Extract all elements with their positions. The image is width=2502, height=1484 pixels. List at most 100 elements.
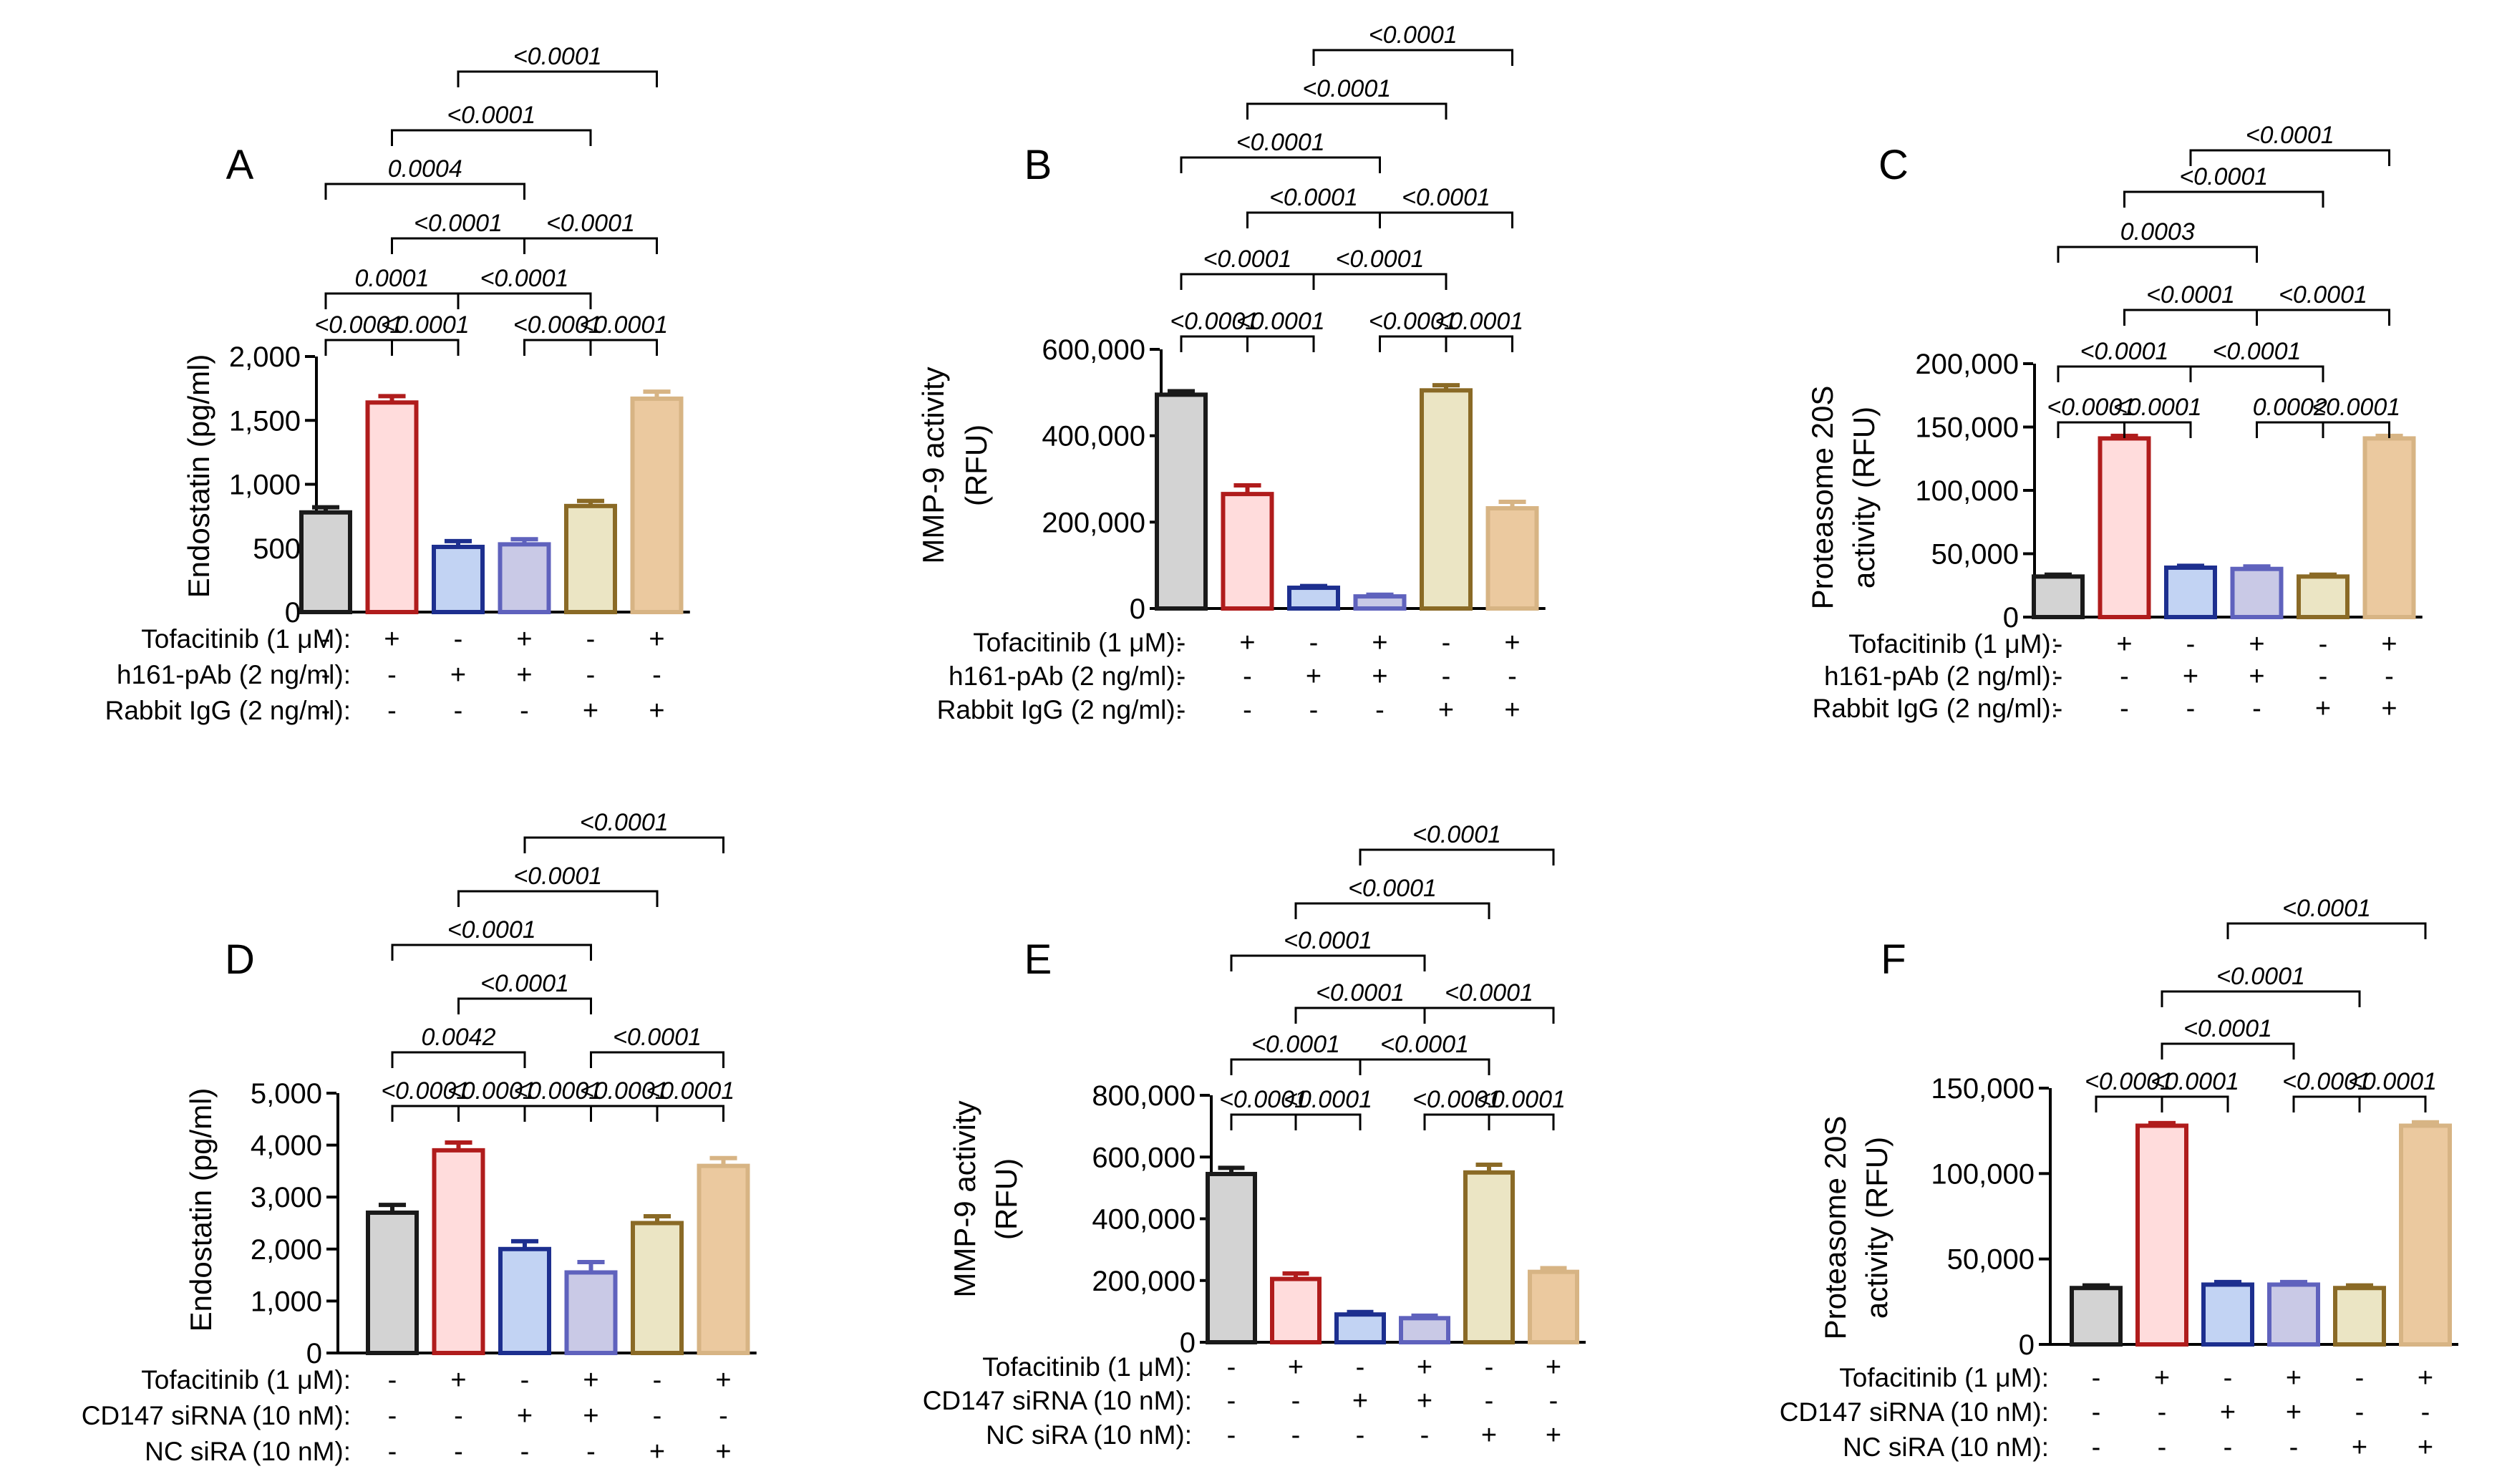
sig-bracket-f-6: [2161, 1042, 2295, 1059]
condition-sign-f-1-5: -: [2355, 1363, 2365, 1393]
p-value-b-2: <0.0001: [1435, 308, 1523, 335]
condition-sign-a-2-3: +: [450, 660, 466, 690]
bar-c-2: [2098, 436, 2151, 619]
bar-b-6: [1485, 506, 1539, 611]
y-tick-label-c-1: 50,000: [1931, 539, 2019, 571]
p-value-b-7: <0.0001: [1269, 184, 1358, 211]
p-value-f-1: <0.0001: [2085, 1068, 2173, 1095]
bar-a-3: [432, 544, 485, 615]
plot-b: 0 200,000 400,000 600,000 Tofacitinib (1 μM)…: [937, 21, 1546, 725]
p-value-b-11: <0.0001: [1302, 75, 1391, 102]
bar-e-1: [1206, 1171, 1257, 1344]
p-value-b-6: <0.0001: [1402, 184, 1490, 211]
p-value-f-7: <0.0001: [2282, 895, 2371, 922]
error-bar-b-4: [1366, 592, 1394, 597]
bar-a-2: [365, 400, 419, 614]
y-tick-label-d-1: 1,000: [251, 1286, 322, 1317]
condition-sign-a-1-2: +: [384, 624, 399, 654]
condition-sign-b-3-6: +: [1504, 695, 1520, 725]
condition-sign-f-3-6: +: [2418, 1432, 2433, 1463]
condition-sign-e-1-3: -: [1356, 1352, 1365, 1382]
condition-sign-b-1-2: +: [1239, 628, 1255, 658]
plot-e: 0 200,000 400,000 600,000 800,000 Tofacitinib…: [923, 821, 1586, 1450]
sig-bracket-b-9: [1246, 335, 1315, 352]
condition-sign-b-3-2: -: [1243, 695, 1252, 725]
condition-sign-a-2-6: -: [652, 660, 661, 690]
y-tick-label-e-2: 400,000: [1092, 1204, 1196, 1236]
condition-sign-e-2-1: -: [1227, 1386, 1236, 1416]
condition-sign-e-2-5: -: [1485, 1386, 1494, 1416]
condition-sign-b-2-2: -: [1243, 661, 1252, 692]
bar-d-5: [631, 1221, 684, 1355]
condition-sign-d-2-1: -: [388, 1401, 397, 1431]
y-tick-label-c-2: 100,000: [1915, 475, 2019, 507]
condition-sign-a-3-6: +: [649, 696, 664, 726]
condition-sign-a-1-3: -: [454, 624, 463, 654]
p-value-d-1: <0.0001: [381, 1077, 470, 1105]
y-axis-label-f-line-2: activity (RFU): [1860, 1137, 1894, 1319]
condition-sign-f-1-4: +: [2286, 1363, 2302, 1393]
p-value-b-4: <0.0001: [1336, 246, 1425, 273]
error-bar-a-6: [643, 389, 671, 399]
p-value-d-11: <0.0001: [513, 1077, 602, 1105]
condition-label-c-3: Rabbit IgG (2 ng/ml):: [1813, 694, 2058, 723]
condition-sign-b-2-6: -: [1508, 661, 1517, 692]
panel-label-a: A: [226, 142, 254, 188]
condition-sign-a-2-5: -: [586, 660, 596, 690]
error-bar-f-4: [2279, 1279, 2308, 1285]
condition-label-a-1: Tofacitinib (1 μM):: [141, 624, 351, 654]
panel-f: F Proteasome 20S activity (RFU) 0 50,000 1…: [1780, 895, 2458, 1463]
p-value-c-11: <0.0001: [2179, 163, 2268, 190]
condition-sign-d-1-5: -: [653, 1365, 662, 1395]
error-bar-d-1: [378, 1203, 407, 1213]
sig-bracket-d-9: [457, 997, 592, 1014]
p-value-b-3: <0.0001: [1203, 246, 1292, 273]
condition-sign-a-3-2: -: [387, 696, 397, 726]
condition-sign-e-1-5: -: [1485, 1352, 1494, 1382]
error-bar-e-3: [1347, 1309, 1374, 1315]
condition-sign-f-1-6: +: [2418, 1363, 2433, 1393]
error-bar-d-3: [510, 1238, 539, 1249]
bar-e-2: [1270, 1276, 1322, 1344]
condition-sign-c-3-3: -: [2186, 694, 2196, 724]
condition-sign-c-1-3: -: [2186, 629, 2196, 659]
p-value-e-8: <0.0001: [1445, 979, 1533, 1007]
y-tick-label-c-0: 0: [2003, 602, 2019, 634]
sig-bracket-c-5: [2189, 365, 2324, 382]
condition-sign-e-1-4: +: [1417, 1352, 1432, 1382]
condition-sign-d-3-5: +: [649, 1437, 665, 1467]
plot-d: 0 1,000 2,000 3,000 4,000 5,000 Tofacitinib (1…: [82, 809, 757, 1467]
error-bar-b-1: [1167, 389, 1196, 395]
condition-label-e-2: CD147 siRNA (10 nM):: [923, 1386, 1192, 1415]
condition-sign-e-3-4: -: [1420, 1420, 1430, 1450]
condition-sign-e-2-4: +: [1417, 1386, 1432, 1416]
p-value-b-9: <0.0001: [1236, 308, 1325, 335]
sig-bracket-a-2: [589, 339, 658, 356]
condition-sign-f-2-5: -: [2355, 1397, 2365, 1427]
sig-bracket-d-4: [391, 1051, 526, 1068]
panel-label-f: F: [1881, 936, 1906, 983]
condition-label-f-2: CD147 siRNA (10 nM):: [1780, 1397, 2049, 1427]
condition-label-b-3: Rabbit IgG (2 ng/ml):: [937, 695, 1183, 724]
y-tick-label-a-1: 500: [253, 533, 301, 565]
bar-d-3: [498, 1246, 551, 1356]
condition-sign-d-2-2: -: [454, 1401, 463, 1431]
sig-bracket-b-5: [1180, 156, 1381, 173]
condition-sign-b-1-1: -: [1177, 628, 1186, 658]
y-tick-label-d-2: 2,000: [251, 1234, 322, 1266]
condition-sign-f-3-4: -: [2289, 1432, 2299, 1463]
condition-sign-e-1-6: +: [1546, 1352, 1561, 1382]
condition-sign-c-2-2: -: [2120, 661, 2129, 692]
p-value-f-2: <0.0001: [2216, 963, 2305, 990]
bar-c-5: [2297, 574, 2350, 619]
p-value-a-6: <0.0001: [513, 311, 602, 339]
sig-bracket-e-3: [1294, 1113, 1362, 1130]
p-value-b-10: <0.0001: [1369, 21, 1458, 49]
y-tick-label-c-4: 200,000: [1915, 349, 2019, 380]
error-bar-c-5: [2309, 572, 2337, 577]
sig-bracket-a-10: [523, 237, 658, 254]
bar-f-1: [2070, 1286, 2123, 1347]
condition-sign-c-2-5: -: [2319, 661, 2328, 692]
error-bar-f-5: [2345, 1283, 2374, 1289]
bar-f-6: [2399, 1123, 2452, 1347]
